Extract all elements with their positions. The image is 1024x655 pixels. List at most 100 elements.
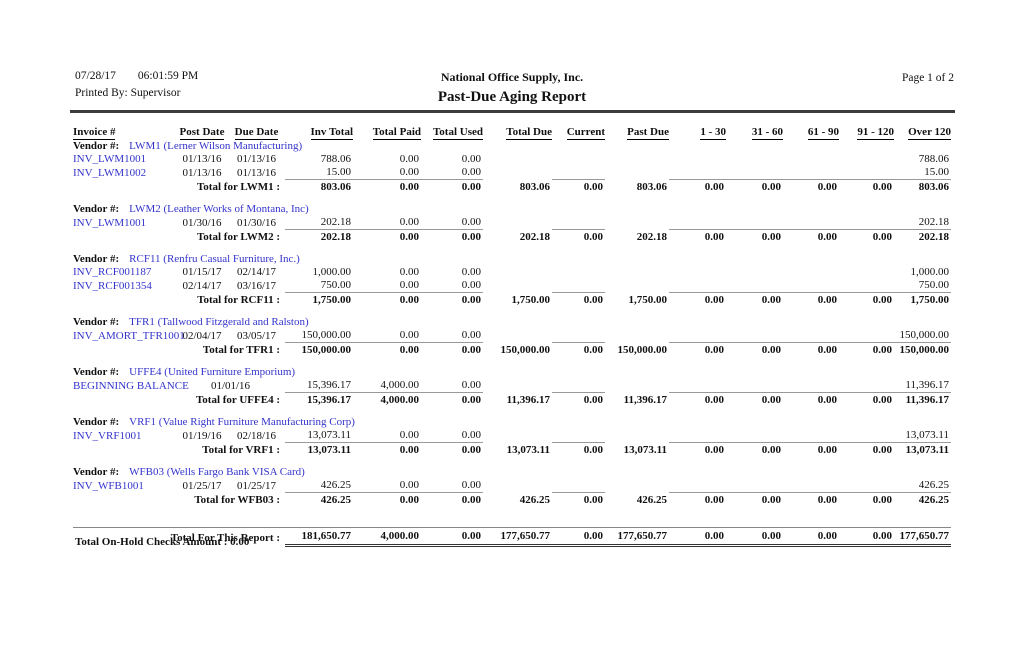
cell-total-due xyxy=(483,266,552,279)
col-header-label: Due Date xyxy=(234,126,279,140)
col-header-label: Total Used xyxy=(432,126,483,140)
vendor-cell: Vendor #: UFFE4 (United Furniture Emporiu… xyxy=(73,366,951,379)
spacer-cell xyxy=(73,358,951,366)
spacer-cell xyxy=(73,195,951,203)
cell-total-used: 0.00 xyxy=(461,379,481,391)
vendor-link[interactable]: LWM1 (Lerner Wilson Manufacturing) xyxy=(129,140,303,152)
total-cell-inv-total: 13,073.11 xyxy=(285,442,353,458)
total-cell-aging-91-120: 0.00 xyxy=(839,492,894,508)
invoice-row: INV_LWM1001 01/13/16 01/13/16 788.06 0.00 0.0… xyxy=(73,153,951,166)
invoice-link[interactable]: INV_WFB1001 xyxy=(73,479,144,492)
cell-total-due xyxy=(483,379,552,393)
vendor-row: Vendor #: VRF1 (Value Right Furniture Man… xyxy=(73,416,951,429)
total-cell-total-paid: 0.00 xyxy=(353,492,421,508)
invoice-link[interactable]: INV_LWM1001 xyxy=(73,216,147,229)
total-cell-aging-61-90: 0.00 xyxy=(783,442,839,458)
cell-post-date: 01/15/17 xyxy=(182,266,222,278)
col-header-label: Total Paid xyxy=(372,126,421,140)
total-cell-total-used: 0.00 xyxy=(421,229,483,245)
invoice-link[interactable]: INV_RCF001187 xyxy=(73,266,152,278)
vendor-cell: Vendor #: LWM2 (Leather Works of Montana,… xyxy=(73,203,951,216)
cell-total-used: 0.00 xyxy=(461,266,481,278)
spacer-cell xyxy=(73,458,951,466)
spacer-cell xyxy=(73,508,951,516)
cell-post-date: 02/14/17 xyxy=(182,279,222,292)
cell-aging-31-60 xyxy=(726,166,783,180)
company-name: National Office Supply, Inc. xyxy=(440,70,584,84)
total-cell-total-due: 202.18 xyxy=(519,231,550,243)
cell-total-paid: 0.00 xyxy=(399,329,419,341)
invoice-link[interactable]: INV_RCF001354 xyxy=(73,279,152,292)
group-spacer xyxy=(73,308,951,316)
cell-due-date: 01/25/17 xyxy=(236,479,277,492)
report-total-row: Total For This Report : 181,650.77 4,000.0… xyxy=(73,527,951,547)
col-header-label: 1 - 30 xyxy=(700,126,726,140)
vendor-link[interactable]: LWM2 (Leather Works of Montana, Inc) xyxy=(129,203,309,215)
total-cell-past-due: 426.25 xyxy=(636,494,667,506)
vendor-row: Vendor #: WFB03 (Wells Fargo Bank VISA Ca… xyxy=(73,466,951,479)
vendor-link[interactable]: WFB03 (Wells Fargo Bank VISA Card) xyxy=(129,466,305,478)
vendor-link[interactable]: RCF11 (Renfru Casual Furniture, Inc.) xyxy=(129,253,300,265)
total-cell-current: 0.00 xyxy=(552,392,605,408)
cell-aging-61-90 xyxy=(783,379,839,393)
total-cell-current: 0.00 xyxy=(552,492,605,508)
col-header-post-date: Post Date xyxy=(176,120,228,140)
total-cell-total-paid: 0.00 xyxy=(353,292,421,308)
total-cell-aging-91-120: 0.00 xyxy=(839,442,894,458)
vendor-row: Vendor #: LWM2 (Leather Works of Montana,… xyxy=(73,203,951,216)
group-spacer xyxy=(73,508,951,516)
cell-current xyxy=(552,429,605,443)
cell-aging-91-120 xyxy=(839,429,894,443)
cell-past-due xyxy=(605,153,669,166)
col-header-invoice: Invoice # xyxy=(73,120,176,140)
vendor-link[interactable]: TFR1 (Tallwood Fitzgerald and Ralston) xyxy=(129,316,309,328)
group-total-row: Total for TFR1 :150,000.00 0.00 0.00 150,00… xyxy=(73,342,951,358)
col-header-label: Post Date xyxy=(179,126,225,140)
total-cell-aging-31-60: 0.00 xyxy=(726,492,783,508)
group-spacer xyxy=(73,408,951,416)
cell-aging-61-90 xyxy=(783,329,839,343)
total-cell-aging-1-30: 0.00 xyxy=(669,229,726,245)
spacer-cell xyxy=(73,408,951,416)
vendor-link[interactable]: UFFE4 (United Furniture Emporium) xyxy=(129,366,296,378)
aging-report-table: Invoice # Post Date Due Date Inv Total Total… xyxy=(73,120,951,547)
cell-aging-91-120 xyxy=(839,279,894,293)
col-header-label: Inv Total xyxy=(310,126,353,140)
col-header-aging-1-30: 1 - 30 xyxy=(669,120,726,140)
invoice-link[interactable]: BEGINNING BALANCE xyxy=(73,379,189,392)
group-total-row: Total for LWM2 : 202.18 0.00 0.00 202.18 0.00… xyxy=(73,229,951,245)
group-total-row: Total for UFFE4 :15,396.17 4,000.00 0.00 11… xyxy=(73,392,951,408)
total-cell-total-used: 0.00 xyxy=(421,342,483,358)
invoice-link[interactable]: INV_AMORT_TFR1001 xyxy=(73,329,185,342)
total-cell-aging-91-120: 0.00 xyxy=(839,229,894,245)
col-header-label: 91 - 120 xyxy=(857,126,894,140)
cell-over-120: 426.25 xyxy=(918,479,949,491)
cell-past-due xyxy=(605,329,669,343)
cell-post-date: 01/30/16 xyxy=(182,216,222,229)
vendor-link[interactable]: VRF1 (Value Right Furniture Manufacturin… xyxy=(129,416,355,428)
cell-total-paid: 0.00 xyxy=(399,216,419,228)
cell-due-date: 02/14/17 xyxy=(236,266,277,278)
cell-due-date: 01/13/16 xyxy=(236,166,277,179)
total-cell-over-120: 426.25 xyxy=(894,492,951,508)
vendor-row: Vendor #: LWM1 (Lerner Wilson Manufacturi… xyxy=(73,140,951,153)
total-cell-aging-61-90: 0.00 xyxy=(783,292,839,308)
cell-aging-1-30 xyxy=(669,266,726,279)
col-header-past-due: Past Due xyxy=(605,120,669,140)
invoice-link[interactable]: INV_VRF1001 xyxy=(73,429,142,442)
cell-current xyxy=(552,166,605,180)
total-cell-total-paid: 4,000.00 xyxy=(353,527,421,547)
invoice-link[interactable]: INV_LWM1002 xyxy=(73,166,147,179)
total-cell-inv-total: 202.18 xyxy=(285,229,353,245)
cell-inv-total: 202.18 xyxy=(320,216,351,228)
cell-total-used: 0.00 xyxy=(461,479,481,491)
cell-aging-91-120 xyxy=(839,216,894,230)
cell-post-date: 02/04/17 xyxy=(182,329,222,342)
vendor-cell: Vendor #: VRF1 (Value Right Furniture Man… xyxy=(73,416,951,429)
cell-aging-31-60 xyxy=(726,379,783,393)
cell-total-used: 0.00 xyxy=(461,429,481,441)
cell-aging-1-30 xyxy=(669,153,726,166)
group-total-label: Total for LWM2 : xyxy=(196,231,280,243)
invoice-link[interactable]: INV_LWM1001 xyxy=(73,153,147,165)
cell-past-due xyxy=(605,166,669,180)
